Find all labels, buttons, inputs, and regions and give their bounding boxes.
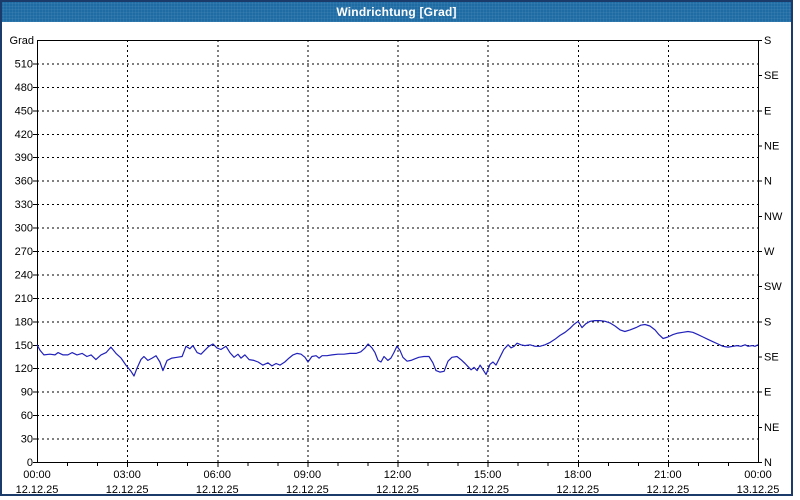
y-right-compass-label: NE xyxy=(764,422,779,434)
x-tick-date-label: 12.12.25 xyxy=(466,484,509,496)
x-tick-date-label: 12.12.25 xyxy=(556,484,599,496)
axes xyxy=(33,40,762,467)
y-left-tick-label: 30 xyxy=(21,434,33,446)
y-left-tick-label: 390 xyxy=(15,152,33,164)
y-left-tick-label: 240 xyxy=(15,269,33,281)
x-tick-time-label: 06:00 xyxy=(203,469,231,481)
x-tick-time-label: 09:00 xyxy=(294,469,322,481)
x-tick-date-label: 12.12.25 xyxy=(646,484,689,496)
y-right-compass-label: W xyxy=(764,246,775,258)
y-left-tick-label: 210 xyxy=(15,293,33,305)
x-tick-time-label: 15:00 xyxy=(474,469,502,481)
y-right-compass-label: NE xyxy=(764,141,779,153)
y-left-tick-label: 0 xyxy=(27,457,33,469)
y-right-compass-label: N xyxy=(764,457,772,469)
y-left-tick-label: 180 xyxy=(15,316,33,328)
x-tick-time-label: 21:00 xyxy=(654,469,682,481)
y-right-compass-label: SW xyxy=(764,281,782,293)
y-left-tick-label: 270 xyxy=(15,246,33,258)
x-tick-time-label: 00:00 xyxy=(744,469,772,481)
y-right-compass-label: SE xyxy=(764,70,779,82)
y-left-tick-label: 300 xyxy=(15,223,33,235)
y-left-tick-label: 150 xyxy=(15,340,33,352)
y-left-tick-label: 60 xyxy=(21,410,33,422)
y-right-compass-label: E xyxy=(764,387,771,399)
y-right-compass-label: E xyxy=(764,105,771,117)
y-axis-unit-label: Grad xyxy=(10,35,34,47)
y-left-tick-label: 90 xyxy=(21,387,33,399)
y-left-tick-label: 330 xyxy=(15,199,33,211)
y-right-compass-label: S xyxy=(764,35,771,47)
y-left-tick-label: 120 xyxy=(15,363,33,375)
x-tick-time-label: 18:00 xyxy=(564,469,592,481)
y-right-compass-label: SE xyxy=(764,352,779,364)
x-tick-date-label: 12.12.25 xyxy=(286,484,329,496)
window-title: Windrichtung [Grad] xyxy=(336,5,457,19)
x-tick-time-label: 12:00 xyxy=(384,469,412,481)
x-tick-date-label: 13.12.25 xyxy=(737,484,780,496)
y-left-tick-label: 480 xyxy=(15,82,33,94)
y-left-tick-label: 360 xyxy=(15,176,33,188)
y-left-tick-label: 510 xyxy=(15,58,33,70)
y-left-tick-label: 420 xyxy=(15,129,33,141)
x-tick-time-label: 03:00 xyxy=(113,469,141,481)
gridlines xyxy=(37,40,758,462)
y-right-compass-label: S xyxy=(764,316,771,328)
x-tick-time-label: 00:00 xyxy=(23,469,51,481)
y-left-tick-label: 450 xyxy=(15,105,33,117)
y-right-compass-label: N xyxy=(764,176,772,188)
x-tick-date-label: 12.12.25 xyxy=(376,484,419,496)
x-tick-date-label: 12.12.25 xyxy=(16,484,59,496)
x-tick-date-label: 12.12.25 xyxy=(106,484,149,496)
y-right-compass-label: NW xyxy=(764,211,783,223)
x-tick-date-label: 12.12.25 xyxy=(196,484,239,496)
title-bar: Windrichtung [Grad] xyxy=(2,2,791,22)
series-line-Windrichtung xyxy=(36,320,759,377)
